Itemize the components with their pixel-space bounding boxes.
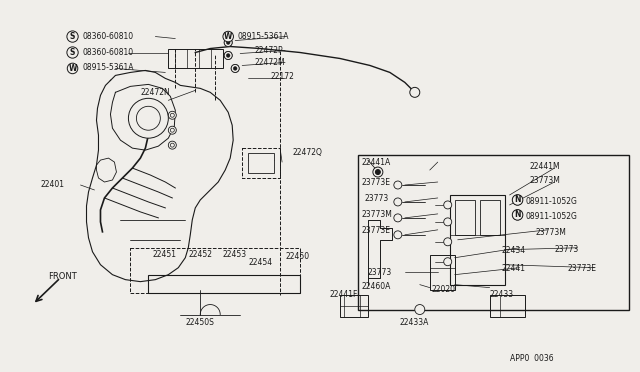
Circle shape bbox=[394, 231, 402, 239]
Bar bbox=[168, 48, 223, 68]
Text: 22454: 22454 bbox=[248, 258, 272, 267]
Text: 08911-1052G: 08911-1052G bbox=[525, 197, 577, 206]
Text: 08911-1052G: 08911-1052G bbox=[525, 212, 577, 221]
Circle shape bbox=[234, 67, 237, 70]
Text: 23773E: 23773E bbox=[362, 226, 391, 235]
Text: 22433: 22433 bbox=[490, 290, 514, 299]
Circle shape bbox=[376, 170, 380, 174]
Text: 22433A: 22433A bbox=[400, 318, 429, 327]
Text: 23773E: 23773E bbox=[362, 178, 391, 187]
Text: 22172: 22172 bbox=[270, 73, 294, 81]
Text: 22460A: 22460A bbox=[362, 282, 391, 291]
Circle shape bbox=[410, 87, 420, 97]
Text: 22450: 22450 bbox=[285, 252, 309, 261]
Circle shape bbox=[231, 64, 239, 73]
Text: N: N bbox=[515, 195, 521, 205]
Text: S: S bbox=[70, 32, 76, 41]
Text: 08360-60810: 08360-60810 bbox=[83, 48, 134, 57]
Circle shape bbox=[168, 126, 176, 134]
Text: 23773M: 23773M bbox=[529, 176, 561, 185]
Circle shape bbox=[415, 305, 425, 314]
Text: 08915-5361A: 08915-5361A bbox=[237, 32, 289, 41]
Circle shape bbox=[394, 198, 402, 206]
Circle shape bbox=[231, 64, 239, 73]
Circle shape bbox=[170, 143, 174, 147]
Text: 22020: 22020 bbox=[432, 285, 456, 294]
Text: N: N bbox=[515, 211, 521, 219]
Text: S: S bbox=[70, 48, 76, 57]
Text: 22451: 22451 bbox=[152, 250, 177, 259]
Circle shape bbox=[129, 98, 168, 138]
Circle shape bbox=[444, 238, 452, 246]
Text: 23773: 23773 bbox=[554, 245, 579, 254]
Text: APP0  0036: APP0 0036 bbox=[509, 355, 553, 363]
Bar bbox=[490, 295, 525, 317]
Text: 22441M: 22441M bbox=[529, 162, 560, 171]
Text: 22401: 22401 bbox=[40, 180, 65, 189]
Bar bbox=[479, 200, 500, 235]
Text: 22472N: 22472N bbox=[140, 89, 170, 97]
Circle shape bbox=[513, 195, 522, 205]
Text: 22441F: 22441F bbox=[330, 290, 358, 299]
Bar bbox=[131, 248, 300, 293]
Circle shape bbox=[224, 51, 232, 60]
Circle shape bbox=[136, 106, 161, 130]
Circle shape bbox=[373, 167, 383, 177]
Circle shape bbox=[224, 39, 232, 46]
Circle shape bbox=[170, 113, 174, 117]
Bar bbox=[450, 195, 504, 285]
Circle shape bbox=[227, 54, 230, 57]
Text: 22441: 22441 bbox=[502, 264, 525, 273]
Circle shape bbox=[515, 212, 520, 217]
Bar bbox=[454, 200, 475, 235]
Text: 23773M: 23773M bbox=[536, 228, 566, 237]
Text: 22453: 22453 bbox=[222, 250, 246, 259]
Text: 23773E: 23773E bbox=[568, 264, 596, 273]
Circle shape bbox=[444, 218, 452, 226]
Text: 22472P: 22472P bbox=[254, 45, 283, 55]
Bar bbox=[248, 153, 274, 173]
Text: 23773M: 23773M bbox=[362, 210, 393, 219]
Circle shape bbox=[168, 141, 176, 149]
Text: 23773: 23773 bbox=[365, 194, 389, 203]
Bar bbox=[340, 295, 368, 317]
Text: W: W bbox=[224, 32, 232, 41]
Circle shape bbox=[513, 210, 522, 220]
Circle shape bbox=[394, 181, 402, 189]
Text: 22450S: 22450S bbox=[186, 318, 214, 327]
Circle shape bbox=[444, 258, 452, 266]
Bar bbox=[430, 255, 454, 290]
Text: W: W bbox=[68, 64, 77, 73]
Circle shape bbox=[444, 201, 452, 209]
Circle shape bbox=[227, 41, 230, 44]
Text: 22472M: 22472M bbox=[254, 58, 285, 67]
Text: 08360-60810: 08360-60810 bbox=[83, 32, 134, 41]
Circle shape bbox=[224, 51, 232, 60]
Text: FRONT: FRONT bbox=[49, 272, 77, 281]
Circle shape bbox=[394, 214, 402, 222]
Text: 22441A: 22441A bbox=[362, 158, 391, 167]
Bar bbox=[358, 155, 629, 310]
Circle shape bbox=[170, 128, 174, 132]
Text: 22452: 22452 bbox=[188, 250, 212, 259]
Text: 22472Q: 22472Q bbox=[292, 148, 322, 157]
Circle shape bbox=[226, 54, 230, 58]
Text: 23773: 23773 bbox=[368, 268, 392, 277]
Circle shape bbox=[168, 111, 176, 119]
Text: 08915-5361A: 08915-5361A bbox=[83, 64, 134, 73]
Circle shape bbox=[515, 198, 520, 202]
Circle shape bbox=[227, 41, 230, 44]
Bar bbox=[148, 275, 300, 293]
Text: 22434: 22434 bbox=[502, 246, 525, 255]
Circle shape bbox=[224, 39, 232, 46]
Circle shape bbox=[234, 67, 237, 70]
Bar bbox=[242, 148, 280, 178]
